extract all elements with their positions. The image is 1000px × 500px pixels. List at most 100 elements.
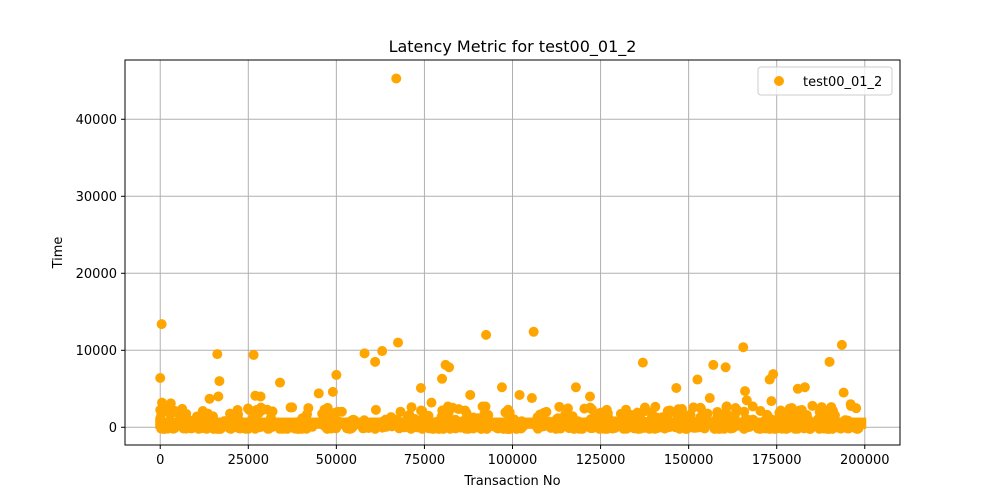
baseline-point <box>404 421 415 432</box>
data-point <box>359 348 370 359</box>
baseline-point <box>754 423 765 434</box>
baseline-point <box>816 413 827 424</box>
data-point <box>156 319 167 330</box>
x-tick-label: 75000 <box>404 453 445 468</box>
baseline-point <box>562 403 573 414</box>
baseline-point <box>602 408 613 419</box>
data-point <box>766 396 777 407</box>
baseline-point <box>194 421 205 432</box>
baseline-point <box>285 402 296 413</box>
baseline-point <box>581 417 592 428</box>
x-axis-label: Transaction No <box>463 474 560 489</box>
data-point <box>496 382 507 393</box>
baseline-point <box>370 404 381 415</box>
data-point <box>704 393 715 404</box>
data-point <box>514 389 525 400</box>
baseline-point <box>404 409 415 420</box>
baseline-point <box>395 406 406 417</box>
baseline-point <box>755 405 766 416</box>
data-point <box>444 362 455 373</box>
baseline-point <box>225 410 236 421</box>
data-point <box>331 369 342 380</box>
data-point <box>637 357 648 368</box>
baseline-point <box>786 402 797 413</box>
x-tick-label: 100000 <box>488 453 538 468</box>
baseline-point <box>406 402 417 413</box>
data-point <box>528 326 539 337</box>
data-point <box>740 386 750 397</box>
y-axis-label: Time <box>51 237 66 270</box>
data-point <box>155 373 166 384</box>
baseline-point <box>162 423 173 434</box>
data-point <box>214 376 225 387</box>
baseline-point <box>301 409 312 420</box>
data-point <box>426 397 437 408</box>
baseline-point <box>227 420 238 431</box>
baseline-point <box>539 407 550 418</box>
baseline-point <box>586 404 597 415</box>
baseline-point <box>730 402 741 413</box>
baseline-point <box>255 402 266 413</box>
data-point <box>838 387 849 398</box>
baseline-point <box>555 418 566 429</box>
y-tick-label: 40000 <box>76 113 117 128</box>
data-point <box>437 373 448 384</box>
baseline-point <box>739 406 750 417</box>
y-tick-label: 20000 <box>76 267 117 282</box>
y-tick-label: 10000 <box>76 344 117 359</box>
baseline-point <box>610 416 621 427</box>
data-point <box>799 382 810 393</box>
data-point <box>481 329 492 340</box>
axis-ticks: 0 25000 50000 75000 100000 125000 150000 175000… <box>76 113 890 468</box>
baseline-point <box>359 415 370 426</box>
baseline-point <box>182 420 193 431</box>
baseline-point <box>172 407 183 418</box>
baseline-point <box>725 423 736 434</box>
baseline-point <box>441 403 452 414</box>
data-point <box>212 349 223 360</box>
baseline-point <box>651 423 662 434</box>
baseline-point <box>317 419 328 430</box>
scatter-points <box>155 73 856 414</box>
baseline-point <box>281 423 292 434</box>
baseline-point <box>307 421 318 432</box>
data-point <box>377 346 388 357</box>
baseline-point <box>780 421 791 432</box>
baseline-point <box>459 405 470 416</box>
baseline-point <box>423 410 434 421</box>
x-tick-label: 125000 <box>576 453 626 468</box>
data-point <box>741 395 752 406</box>
baseline-point <box>807 400 818 411</box>
baseline-point <box>712 410 723 421</box>
data-point <box>738 342 749 353</box>
data-point <box>708 359 719 370</box>
baseline-point <box>625 409 636 420</box>
data-point <box>370 356 381 367</box>
data-point <box>465 389 476 400</box>
baseline-point <box>763 418 774 429</box>
data-point <box>275 377 285 388</box>
baseline-point <box>640 404 651 415</box>
legend-marker <box>774 76 784 86</box>
baseline-point <box>600 423 611 434</box>
data-point <box>526 393 537 404</box>
baseline-point <box>675 415 686 426</box>
baseline-point <box>388 416 399 427</box>
baseline-point <box>778 412 789 423</box>
baseline-point <box>771 423 782 434</box>
data-point <box>313 388 324 399</box>
baseline-point <box>712 423 723 434</box>
baseline-point <box>744 415 755 426</box>
data-point <box>415 383 426 394</box>
data-point <box>213 391 224 402</box>
data-point <box>570 382 581 393</box>
baseline-point <box>515 422 526 433</box>
legend: test00_01_2 <box>757 66 893 96</box>
baseline-point <box>501 407 512 418</box>
baseline-point <box>416 405 427 416</box>
baseline-point <box>431 420 442 431</box>
baseline-point <box>502 423 513 434</box>
baseline-point <box>204 414 215 425</box>
data-point <box>327 386 338 397</box>
